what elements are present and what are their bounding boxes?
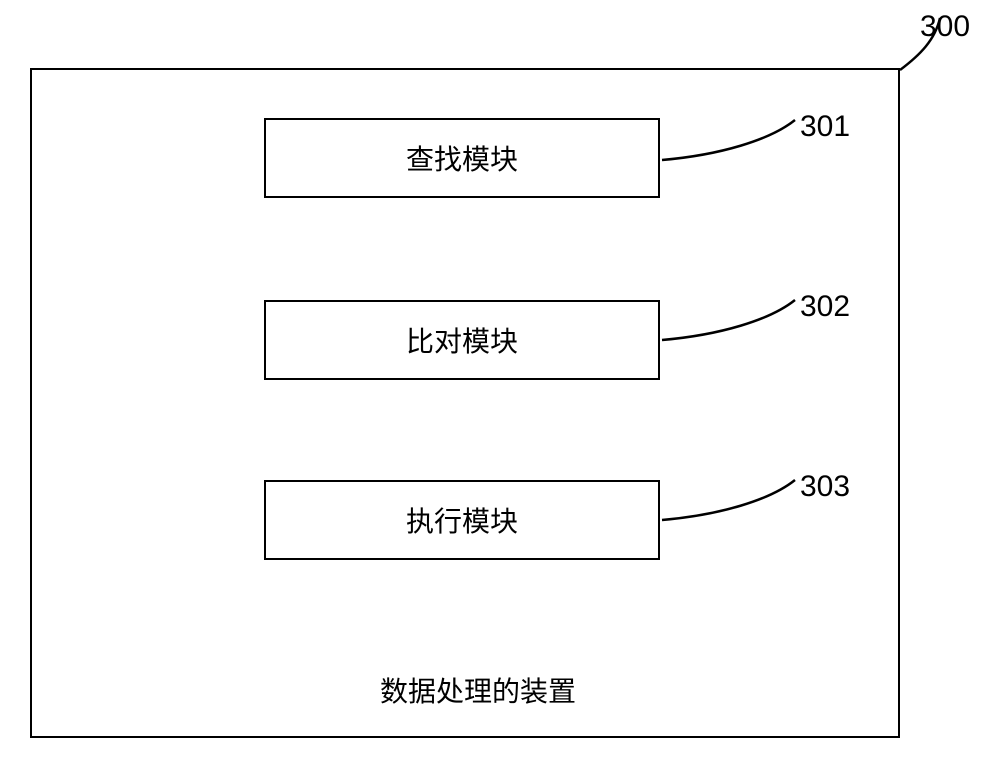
module-box-1: 查找模块 bbox=[264, 118, 660, 198]
module-label-1: 查找模块 bbox=[406, 138, 518, 178]
container-title: 数据处理的装置 bbox=[380, 670, 576, 710]
ref-label-301: 301 bbox=[800, 110, 850, 144]
module-box-3: 执行模块 bbox=[264, 480, 660, 560]
module-box-2: 比对模块 bbox=[264, 300, 660, 380]
ref-label-300: 300 bbox=[920, 10, 970, 44]
ref-label-302: 302 bbox=[800, 290, 850, 324]
ref-label-303: 303 bbox=[800, 470, 850, 504]
module-label-3: 执行模块 bbox=[406, 500, 518, 540]
module-label-2: 比对模块 bbox=[406, 320, 518, 360]
